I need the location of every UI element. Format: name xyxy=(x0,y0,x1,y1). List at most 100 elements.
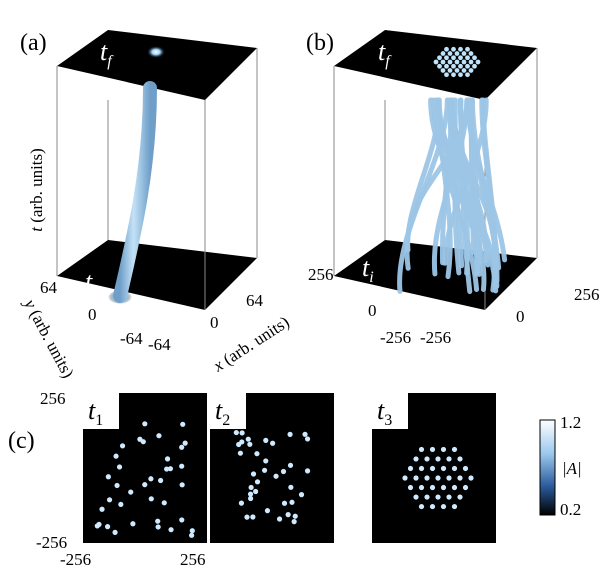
subscript: 1 xyxy=(95,412,103,429)
vortex xyxy=(302,432,307,437)
tick-label: 256 xyxy=(308,265,334,284)
subscript: 2 xyxy=(222,412,230,429)
vortex xyxy=(441,485,446,490)
vortex xyxy=(452,485,457,490)
vortex xyxy=(434,60,439,65)
vortex xyxy=(120,443,125,448)
vortex xyxy=(451,55,456,60)
vortex xyxy=(424,456,429,461)
vortex xyxy=(458,64,463,69)
vortex xyxy=(179,517,184,522)
vortex xyxy=(465,72,470,77)
vortex xyxy=(254,451,259,456)
vortex xyxy=(148,476,153,481)
top-plane xyxy=(334,30,537,100)
vortex xyxy=(424,475,429,480)
vortex xyxy=(240,430,245,435)
vortex xyxy=(263,458,268,463)
vortex xyxy=(107,497,112,502)
vortex xyxy=(165,456,170,461)
vortex xyxy=(465,64,470,69)
vortex xyxy=(437,55,442,60)
vortex xyxy=(413,456,418,461)
spot xyxy=(147,46,165,58)
vortex xyxy=(113,454,118,459)
vortex xyxy=(249,485,254,490)
vortex xyxy=(463,485,468,490)
vortex xyxy=(435,456,440,461)
panel-label: (b) xyxy=(306,30,334,56)
vortex xyxy=(106,474,111,479)
vortex xyxy=(247,442,252,447)
vortex xyxy=(164,466,169,471)
vortex xyxy=(118,502,123,507)
vortex xyxy=(419,466,424,471)
vortex xyxy=(457,456,462,461)
vortex xyxy=(458,55,463,60)
vortex xyxy=(451,64,456,69)
vortex xyxy=(435,494,440,499)
vortex xyxy=(262,468,267,473)
panel-c: (c) t1t2t3 256 -256 -256 256 1.2 0.2 |A| xyxy=(8,389,582,569)
top-plane xyxy=(57,30,257,100)
vortex xyxy=(158,478,163,483)
vortex xyxy=(441,466,446,471)
vortex xyxy=(305,436,310,441)
vortex xyxy=(472,55,477,60)
vortex xyxy=(452,466,457,471)
vortex xyxy=(168,527,173,532)
vortex xyxy=(424,494,429,499)
vortex xyxy=(444,47,449,52)
colorbar xyxy=(540,420,555,515)
vortex xyxy=(180,482,185,487)
vortex xyxy=(142,421,147,426)
vortex xyxy=(441,504,446,509)
colorbar-title: |A| xyxy=(562,459,582,478)
vortex xyxy=(419,485,424,490)
tick-label: 0 xyxy=(88,305,97,324)
vortex xyxy=(238,451,243,456)
vortex xyxy=(441,60,446,65)
vortex xyxy=(469,60,474,65)
vortex xyxy=(179,445,184,450)
vortex xyxy=(112,530,117,535)
vortex xyxy=(130,521,135,526)
vortex xyxy=(288,463,293,468)
tick-label: 0 xyxy=(210,313,219,332)
vortex xyxy=(250,514,255,519)
vortex xyxy=(305,468,310,473)
vortex xyxy=(446,494,451,499)
vortex xyxy=(292,519,297,524)
vortex xyxy=(462,68,467,73)
tick-label: -256 xyxy=(420,328,451,347)
vortex xyxy=(408,485,413,490)
vortex xyxy=(444,72,449,77)
subscript: 3 xyxy=(384,412,392,429)
vortex xyxy=(448,51,453,56)
figure: (a) tf ti t (arb. units) y (arb. units) … xyxy=(0,0,613,571)
vortex xyxy=(408,466,413,471)
tick-label: 0 xyxy=(516,307,525,326)
vortex xyxy=(299,492,304,497)
vortex xyxy=(458,72,463,77)
panel-b: (b) tf ti 256 0 -256 256 0 -256 xyxy=(306,30,600,347)
vortex xyxy=(189,533,194,538)
snapshot: t3 xyxy=(372,393,496,543)
tick-label: -64 xyxy=(120,329,143,348)
vortex xyxy=(239,439,244,444)
vortex xyxy=(156,433,161,438)
axis-title: x (arb. units) xyxy=(209,312,293,376)
vortex xyxy=(446,475,451,480)
tick-label: -256 xyxy=(380,328,411,347)
vortex xyxy=(457,494,462,499)
vortex xyxy=(452,504,457,509)
vortex xyxy=(463,466,468,471)
vortex xyxy=(179,464,184,469)
vortex xyxy=(476,60,481,65)
vortex xyxy=(462,51,467,56)
vortex xyxy=(281,469,286,474)
vortex xyxy=(180,422,185,427)
vortex xyxy=(255,479,260,484)
colorbar-min: 0.2 xyxy=(560,500,581,519)
tick-label: 256 xyxy=(180,550,206,569)
